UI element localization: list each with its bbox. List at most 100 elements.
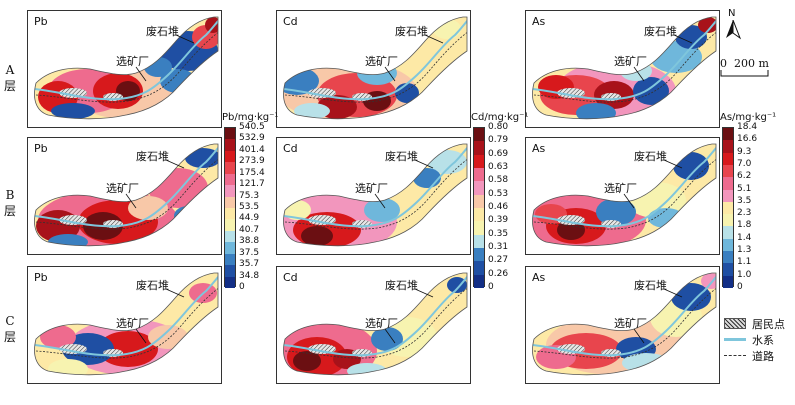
map-panel-pb-a: Pb 废石堆 选矿厂 <box>27 10 222 128</box>
colorbar-segment <box>474 181 484 196</box>
heatmap-pb-b <box>34 143 219 247</box>
colorbar-segment <box>723 140 733 154</box>
waste-pile-label: 废石堆 <box>634 279 667 292</box>
water-line <box>532 274 716 357</box>
concentration-zone <box>293 351 321 371</box>
water-line <box>283 145 467 228</box>
scale-bar-icon <box>720 70 769 77</box>
colorbar-segment <box>723 275 733 289</box>
leader-line <box>165 159 185 169</box>
settlement-swatch-icon <box>724 318 746 329</box>
settlement-area <box>308 215 336 225</box>
colorbar-tick-label: 9.3 <box>737 146 752 157</box>
colorbar-title-as: As/mg·kg⁻¹ <box>720 112 777 123</box>
colorbar-title-cd: Cd/mg·kg⁻¹ <box>471 112 529 123</box>
colorbar-tick-label: 273.9 <box>239 156 265 167</box>
mill-label: 选矿厂 <box>614 55 647 68</box>
colorbar-tick-label: 16.6 <box>737 134 758 145</box>
leader-line <box>663 288 683 298</box>
colorbar-segment <box>225 253 235 266</box>
water-swatch-icon <box>724 338 746 341</box>
colorbar-tick-label: 35.7 <box>239 259 260 270</box>
map-panel-pb-c: Pb 废石堆 选矿厂 <box>27 266 222 384</box>
legend-label: 居民点 <box>752 318 785 331</box>
heatmap-cd-b <box>283 143 468 247</box>
concentration-zone <box>40 325 76 349</box>
concentration-zone <box>364 198 400 222</box>
leader-line <box>414 159 434 169</box>
heatmap-as-a <box>532 16 717 120</box>
leader-line <box>424 34 444 44</box>
colorbar-tick-label: 1.0 <box>737 269 752 280</box>
scale-label: 0 200 m <box>720 57 769 70</box>
colorbar-segment <box>225 162 235 175</box>
colorbar-tick-label: 53.5 <box>239 202 260 212</box>
study-boundary <box>34 272 219 376</box>
road-line <box>533 157 716 230</box>
panel-element-label: Pb <box>34 142 48 155</box>
road-swatch-icon <box>724 355 746 356</box>
colorbar-segment <box>474 234 484 249</box>
settlement-area <box>557 215 585 225</box>
concentration-zone <box>174 206 202 226</box>
colorbar-segment <box>225 230 235 243</box>
waste-pile-label: 废石堆 <box>136 279 169 292</box>
colorbar-tick-label: 37.5 <box>239 247 260 258</box>
waste-pile-label: 废石堆 <box>385 279 418 292</box>
waste-pile-label: 废石堆 <box>395 25 428 38</box>
colorbar-segment <box>474 154 484 169</box>
concentration-zone <box>557 220 585 240</box>
leader-line <box>633 328 645 344</box>
waste-pile-label: 废石堆 <box>385 150 418 163</box>
study-boundary <box>283 272 468 376</box>
colorbar-tick-label: 0.31 <box>488 242 509 252</box>
mill-label: 选矿厂 <box>106 182 139 195</box>
colorbar-tick-label: 1.4 <box>737 232 752 243</box>
colorbar-segment <box>225 276 235 289</box>
road-line <box>35 286 218 359</box>
leader-line <box>384 66 396 82</box>
study-boundary <box>283 16 468 120</box>
concentration-zone <box>160 69 196 93</box>
study-boundary <box>532 143 717 247</box>
heatmap-as-c <box>532 272 717 376</box>
leader-line <box>623 193 635 209</box>
concentration-zone <box>205 17 218 33</box>
concentration-zone <box>447 277 467 293</box>
colorbar-segment <box>723 201 733 215</box>
colorbar-segment <box>723 226 733 240</box>
colorbar-tick-label: 0.26 <box>488 268 509 279</box>
colorbar-tick-label: 540.5 <box>239 122 265 132</box>
colorbar-tick-label: 121.7 <box>239 179 265 190</box>
road-line <box>284 30 467 103</box>
colorbar-tick-label: 0.80 <box>488 122 509 132</box>
concentration-zone <box>62 333 114 365</box>
colorbar-tick-label: 401.4 <box>239 144 265 155</box>
water-line <box>34 18 218 101</box>
north-arrow-icon <box>726 20 742 40</box>
leader-line <box>135 66 147 82</box>
leader-line <box>384 328 396 344</box>
concentration-zone <box>576 103 616 119</box>
colorbar-segment <box>225 208 235 220</box>
panel-element-label: Cd <box>283 142 298 155</box>
colorbar-segment <box>723 189 733 203</box>
north-arrow: N <box>723 8 743 40</box>
colorbar-tick-label: 1.3 <box>737 245 752 256</box>
north-label: N <box>728 8 736 19</box>
heatmap-pb-a <box>34 16 219 120</box>
study-boundary <box>34 143 219 247</box>
heatmap-pb-c <box>34 272 219 376</box>
colorbar-tick-label: 6.2 <box>737 171 752 182</box>
settlement-area <box>557 344 585 354</box>
colorbar-segment <box>474 221 484 236</box>
leader-line <box>414 288 434 298</box>
leader-line <box>125 193 137 209</box>
colorbar-tick-label: 0.35 <box>488 228 509 239</box>
colorbar-segment <box>474 168 484 182</box>
colorbar-segment <box>723 177 733 191</box>
concentration-zone <box>596 198 636 226</box>
concentration-zone <box>301 226 333 246</box>
colorbar-tick-label: 5.1 <box>737 183 752 194</box>
water-line <box>532 18 716 101</box>
